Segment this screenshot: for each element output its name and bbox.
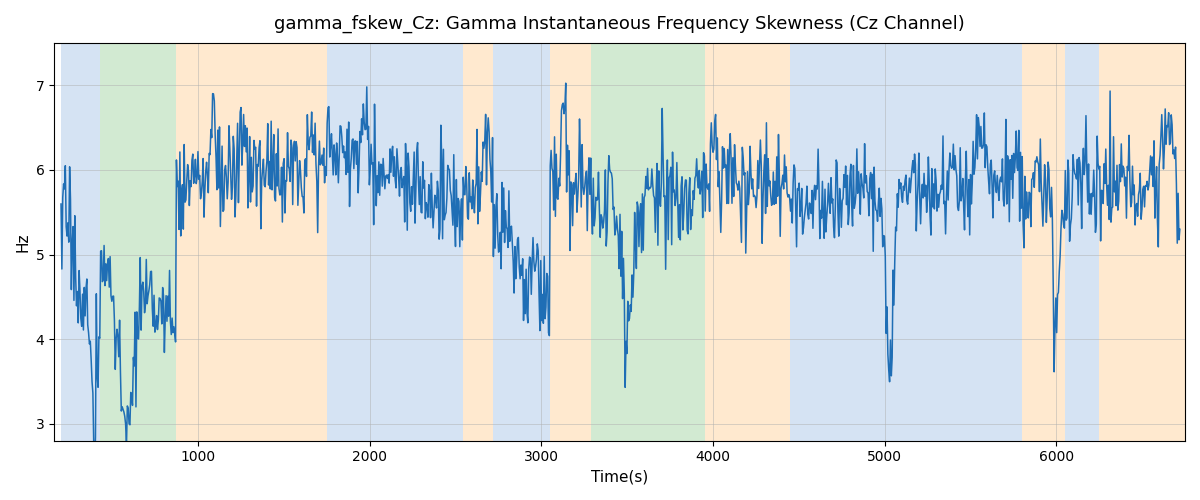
Bar [1099, 43, 1186, 440]
Bar [61, 43, 101, 440]
Bar [550, 43, 592, 440]
Y-axis label: Hz: Hz [16, 232, 30, 252]
Bar [1022, 43, 1064, 440]
Bar [592, 43, 704, 440]
Bar [791, 43, 1022, 440]
Bar [493, 43, 550, 440]
X-axis label: Time(s): Time(s) [590, 470, 648, 485]
Bar [326, 43, 462, 440]
Bar [462, 43, 493, 440]
Bar [101, 43, 176, 440]
Title: gamma_fskew_Cz: Gamma Instantaneous Frequency Skewness (Cz Channel): gamma_fskew_Cz: Gamma Instantaneous Freq… [275, 15, 965, 34]
Bar [704, 43, 791, 440]
Bar [176, 43, 326, 440]
Bar [1064, 43, 1099, 440]
